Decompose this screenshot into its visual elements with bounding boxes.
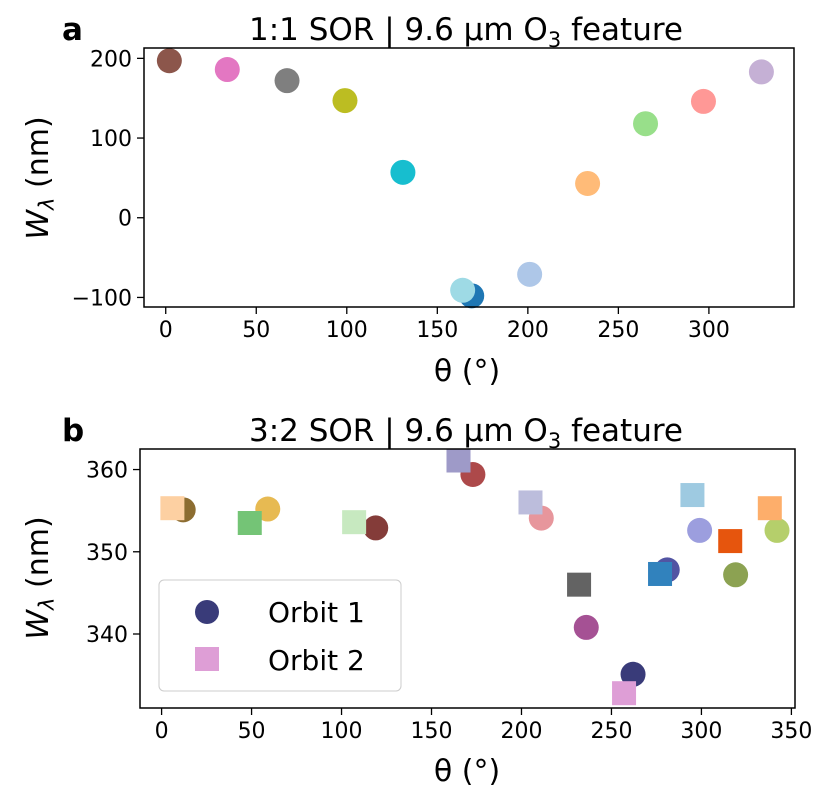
- a-xtick-label: 0: [159, 318, 173, 343]
- legend-label-orbit-1: Orbit 1: [268, 596, 365, 629]
- panel-a-xlabel: θ (°): [434, 354, 500, 389]
- b-orbit-1-marker: [363, 515, 389, 541]
- a-data-point: [517, 261, 543, 287]
- panel-a-letter: a: [62, 12, 83, 48]
- b-xtick-label: 300: [680, 719, 722, 744]
- panel-a-plot-area: 0 50 100 150 200 250 300 −100 0 100 200: [72, 47, 795, 343]
- legend-label-orbit-2: Orbit 2: [268, 644, 365, 677]
- a-data-point: [748, 59, 774, 85]
- a-ytick-label: 100: [90, 127, 132, 152]
- b-orbit-2-marker: [237, 511, 262, 535]
- legend-box: [158, 579, 402, 692]
- b-xtick-label: 250: [590, 719, 632, 744]
- b-orbit-1-marker: [573, 614, 599, 640]
- panel-a-ticks: 0 50 100 150 200 250 300 −100 0 100 200: [72, 47, 730, 343]
- b-xtick-label: 350: [770, 719, 812, 744]
- a-xtick-label: 50: [242, 318, 270, 343]
- a-ytick-label: 0: [118, 207, 132, 232]
- b-orbit-1-marker: [620, 661, 646, 687]
- panel-a-title: 1:1 SOR | 9.6 μm O3 feature: [249, 12, 683, 52]
- panel-a-ylabel: Wλ (nm): [21, 116, 59, 239]
- b-xtick-label: 150: [411, 719, 453, 744]
- a-data-point: [690, 88, 716, 114]
- panel-b-title: 3:2 SOR | 9.6 μm O3 feature: [249, 413, 683, 453]
- panel-a: a 1:1 SOR | 9.6 μm O3 feature 0 50 100 150 2…: [21, 12, 795, 389]
- a-data-point: [332, 88, 358, 114]
- a-data-point: [633, 111, 659, 137]
- a-ytick-label: −100: [72, 286, 132, 311]
- b-orbit-2-marker: [567, 572, 592, 597]
- b-orbit-2-marker: [446, 448, 471, 473]
- b-orbit-1-marker: [764, 517, 790, 543]
- b-orbit-2-marker: [680, 483, 705, 508]
- panel-b-markers: [160, 448, 790, 706]
- b-orbit-2-marker: [342, 510, 367, 535]
- panel-b: b 3:2 SOR | 9.6 μm O3 feature 0 50 100 150 2…: [21, 413, 812, 789]
- a-xtick-label: 150: [416, 318, 458, 343]
- panel-a-markers: [156, 48, 774, 309]
- legend-marker-orbit-1: [195, 600, 219, 624]
- a-data-point: [575, 170, 601, 196]
- panel-b-plot-area: 0 50 100 150 200 250 300 350 340 350 360: [86, 448, 812, 744]
- a-ytick-label: 200: [90, 47, 132, 72]
- panel-b-legend: Orbit 1 Orbit 2: [158, 579, 402, 692]
- b-orbit-2-marker: [718, 529, 743, 554]
- b-xtick-label: 0: [155, 719, 169, 744]
- a-xtick-label: 300: [688, 318, 730, 343]
- b-orbit-1-marker: [723, 562, 749, 588]
- b-orbit-2-marker: [160, 496, 185, 521]
- b-xtick-label: 100: [321, 719, 363, 744]
- b-orbit-2-marker: [518, 490, 543, 515]
- b-ytick-label: 350: [86, 541, 128, 566]
- a-xtick-label: 200: [507, 318, 549, 343]
- panel-a-axes-frame: [143, 47, 795, 308]
- a-data-point: [450, 277, 476, 303]
- a-data-point: [390, 159, 416, 185]
- b-ytick-label: 340: [86, 623, 128, 648]
- a-data-point: [274, 68, 300, 94]
- panel-b-xlabel: θ (°): [434, 754, 500, 789]
- panel-b-letter: b: [62, 413, 84, 449]
- legend-marker-orbit-2: [195, 647, 219, 671]
- b-orbit-1-marker: [687, 517, 713, 543]
- b-orbit-2-marker: [648, 561, 673, 586]
- panel-b-ticks: 0 50 100 150 200 250 300 350 340 350 360: [86, 459, 812, 744]
- panel-b-ylabel: Wλ (nm): [21, 516, 59, 639]
- b-xtick-label: 50: [238, 719, 266, 744]
- panel-b-axes-frame: [139, 448, 796, 709]
- b-xtick-label: 200: [500, 719, 542, 744]
- a-data-point: [214, 57, 240, 83]
- b-ytick-label: 360: [86, 459, 128, 484]
- a-data-point: [156, 48, 182, 74]
- a-xtick-label: 100: [326, 318, 368, 343]
- b-orbit-2-marker: [757, 496, 782, 521]
- a-xtick-label: 250: [597, 318, 639, 343]
- b-orbit-2-marker: [612, 681, 637, 706]
